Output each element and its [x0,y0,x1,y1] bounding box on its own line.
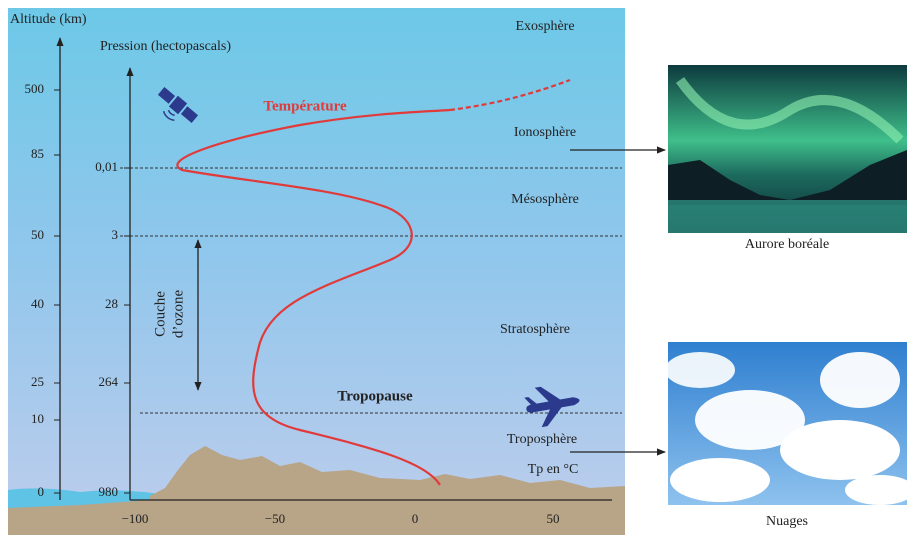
layer-label: Tropopause [337,388,413,404]
altitude-axis-title: Altitude (km) [10,12,87,27]
temperature-label: −50 [265,511,285,526]
temperature-axis-title: Tp en °C [528,462,579,477]
temperature-label: 0 [412,511,419,526]
layer-label: Ionosphère [514,125,576,140]
altitude-label: 500 [25,81,45,96]
image-caption: Aurore boréale [745,237,829,252]
altitude-label: 40 [31,296,44,311]
pressure-label: 3 [112,227,119,242]
altitude-label: 85 [31,146,44,161]
clouds-image [665,342,913,505]
atmosphere-diagram: Altitude (km) Pression (hectopascals) Tp… [0,0,913,535]
pressure-label: 0,01 [95,159,118,174]
image-caption: Nuages [766,514,808,529]
pressure-axis-title: Pression (hectopascals) [100,39,231,54]
altitude-label: 50 [31,227,44,242]
aurora-image [668,65,907,233]
curve-label: Température [263,98,347,114]
layer-label: Exosphère [515,19,574,34]
sky [8,8,625,535]
pressure-label: 264 [99,374,119,389]
ozone-label-line: d’ozone [170,290,186,339]
altitude-label: 10 [31,411,44,426]
layer-label: Stratosphère [500,322,570,337]
pressure-label: 28 [105,296,118,311]
ozone-label-line: Couche [152,291,168,337]
layer-label: Troposphère [507,432,577,447]
altitude-label: 25 [31,374,44,389]
pressure-label: 980 [99,484,119,499]
temperature-label: 50 [547,511,560,526]
altitude-label: 0 [38,484,45,499]
temperature-label: −100 [122,511,149,526]
layer-label: Mésosphère [511,192,579,207]
